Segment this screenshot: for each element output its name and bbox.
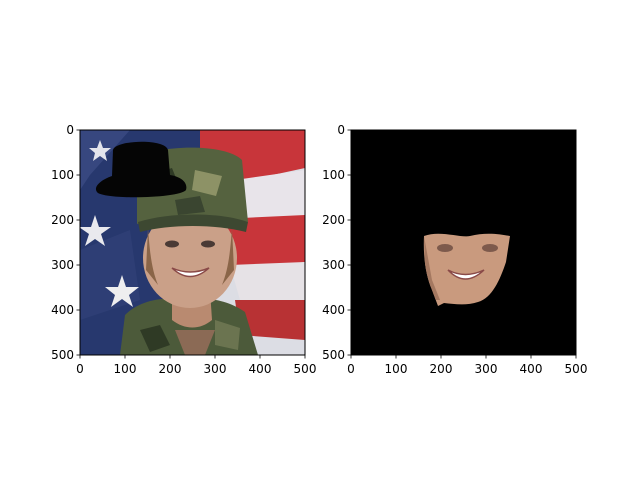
- right-x-tick-label: 100: [385, 362, 408, 376]
- left-image-panel: [79, 130, 305, 355]
- right-y-tick-label: 500: [322, 348, 345, 362]
- left-y-tick-label: 0: [66, 123, 74, 137]
- right-y-tick-label: 0: [337, 123, 345, 137]
- right-x-tick-label: 200: [430, 362, 453, 376]
- right-y-tick-label: 100: [322, 168, 345, 182]
- right-x-tick-label: 500: [565, 362, 588, 376]
- right-y-tick-label: 400: [322, 303, 345, 317]
- left-x-tick-label: 500: [294, 362, 317, 376]
- left-x-tick-label: 300: [204, 362, 227, 376]
- soldier-photo: [79, 130, 305, 355]
- right-x-tick-label: 300: [475, 362, 498, 376]
- right-image-panel: [351, 130, 576, 355]
- right-x-tick-label: 0: [347, 362, 355, 376]
- left-x-tick-label: 0: [76, 362, 84, 376]
- right-x-tick-label: 400: [520, 362, 543, 376]
- left-x-tick-label: 100: [114, 362, 137, 376]
- left-y-tick-label: 400: [51, 303, 74, 317]
- left-y-tick-label: 300: [51, 258, 74, 272]
- right-y-tick-label: 200: [322, 213, 345, 227]
- left-y-tick-label: 500: [51, 348, 74, 362]
- right-y-tick-label: 300: [322, 258, 345, 272]
- left-y-tick-label: 100: [51, 168, 74, 182]
- left-x-tick-label: 200: [159, 362, 182, 376]
- left-y-tick-label: 200: [51, 213, 74, 227]
- left-x-tick-label: 400: [249, 362, 272, 376]
